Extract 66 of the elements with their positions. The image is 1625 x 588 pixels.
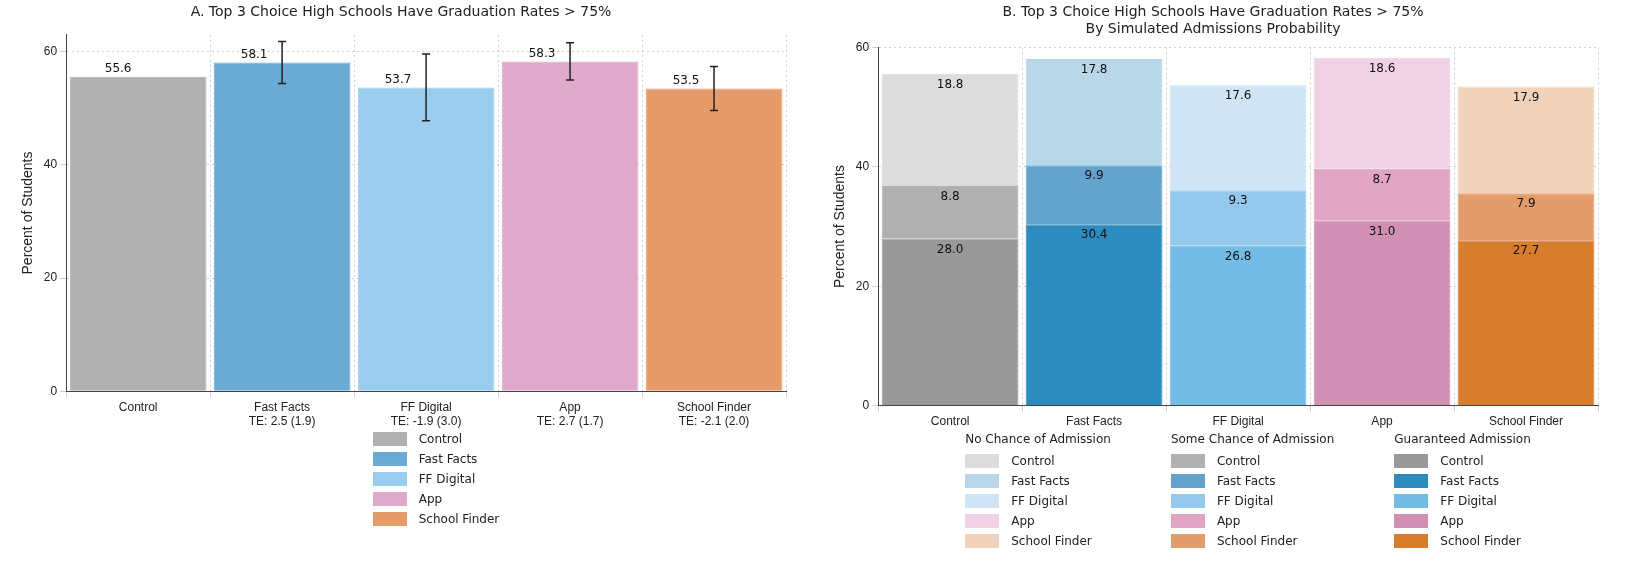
- text: Some Chance of Admission: [1170, 432, 1335, 446]
- y-tick-label: 40: [855, 159, 870, 174]
- legend-label: Fast Facts: [1216, 474, 1276, 488]
- data-label: 28.0: [936, 241, 964, 256]
- legend-label: Control: [1216, 454, 1261, 468]
- data-label: 18.8: [936, 76, 964, 91]
- data-label: 58.3: [528, 45, 556, 60]
- data-label: 18.6: [1368, 60, 1396, 75]
- x-tick-label: App TE: 2.7 (1.7): [536, 399, 604, 429]
- x-tick-label: FF Digital: [1212, 414, 1264, 429]
- data-label: 8.8: [940, 189, 960, 204]
- data-label: 27.7: [1512, 243, 1540, 258]
- y-tick-label: 60: [43, 44, 58, 59]
- legend-label: Fast Facts: [1440, 474, 1499, 488]
- data-label: 17.8: [1080, 62, 1108, 77]
- y-tick-label: 40: [43, 157, 58, 172]
- y-tick-label: 20: [43, 270, 58, 285]
- y-tick-label: 0: [50, 383, 58, 398]
- legend-label: App: [1440, 514, 1464, 528]
- text: No Chance of Admission: [965, 432, 1111, 446]
- y-axis-title: Percent of Students: [831, 165, 848, 289]
- y-tick-label: 20: [855, 278, 870, 293]
- legend-label: FF Digital: [418, 472, 476, 486]
- x-tick-label: FF Digital TE: -1.9 (3.0): [390, 399, 462, 429]
- legend-label: FF Digital: [1011, 494, 1068, 508]
- legend-label: App: [1011, 514, 1035, 528]
- data-label: 30.4: [1080, 227, 1108, 242]
- legend-label: App: [1216, 514, 1241, 528]
- x-tick-label: School Finder TE: -2.1 (2.0): [676, 399, 752, 429]
- x-tick-label: Fast Facts: [1066, 414, 1123, 429]
- legend-label: Control: [1011, 454, 1055, 468]
- chart-title: A. Top 3 Choice High Schools Have Graduation Rates > 75%: [190, 3, 612, 20]
- data-label: 26.8: [1224, 248, 1252, 263]
- legend-label: Fast Facts: [1011, 474, 1070, 488]
- x-tick-label: App: [1371, 414, 1394, 429]
- data-label: 53.5: [672, 72, 700, 87]
- chart-title: B. Top 3 Choice High Schools Have Graduation Rates > 75%: [1002, 3, 1424, 20]
- data-label: 55.6: [104, 60, 132, 75]
- legend-label: School Finder: [418, 512, 500, 526]
- legend-label: FF Digital: [1216, 494, 1274, 508]
- legend-label: School Finder: [1011, 534, 1092, 548]
- data-label: 9.9: [1084, 168, 1104, 183]
- x-tick-label: Fast Facts TE: 2.5 (1.9): [248, 399, 316, 429]
- x-tick-label: Control: [118, 399, 158, 414]
- data-label: 17.9: [1512, 89, 1540, 104]
- x-tick-label: School Finder: [1488, 414, 1564, 429]
- data-label: 9.3: [1228, 193, 1248, 208]
- legend-label: FF Digital: [1440, 494, 1497, 508]
- y-tick-label: 60: [855, 39, 870, 54]
- legend-label: School Finder: [1440, 534, 1521, 548]
- legend-label: App: [418, 492, 443, 506]
- data-label: 17.6: [1224, 88, 1252, 103]
- legend-label: Control: [418, 432, 463, 446]
- data-label: 53.7: [384, 71, 412, 86]
- data-label: 7.9: [1516, 196, 1536, 211]
- text: Guaranteed Admission: [1394, 432, 1531, 446]
- legend-label: School Finder: [1216, 534, 1298, 548]
- data-label: 31.0: [1368, 223, 1396, 238]
- y-tick-label: 0: [862, 397, 870, 412]
- data-label: 8.7: [1372, 171, 1392, 186]
- legend-label: Control: [1440, 454, 1484, 468]
- x-tick-label: Control: [930, 414, 970, 429]
- y-axis-title: Percent of Students: [19, 151, 36, 275]
- chart-subtitle: By Simulated Admissions Probability: [1085, 19, 1341, 36]
- data-label: 58.1: [240, 46, 268, 61]
- legend-label: Fast Facts: [418, 452, 478, 466]
